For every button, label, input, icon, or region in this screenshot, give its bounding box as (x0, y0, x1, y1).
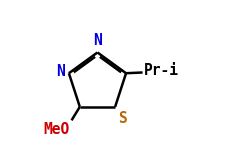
Text: MeO: MeO (44, 122, 70, 137)
Text: Pr-i: Pr-i (144, 63, 179, 78)
Text: S: S (118, 111, 127, 126)
Text: N: N (93, 33, 102, 48)
Text: N: N (56, 64, 64, 79)
